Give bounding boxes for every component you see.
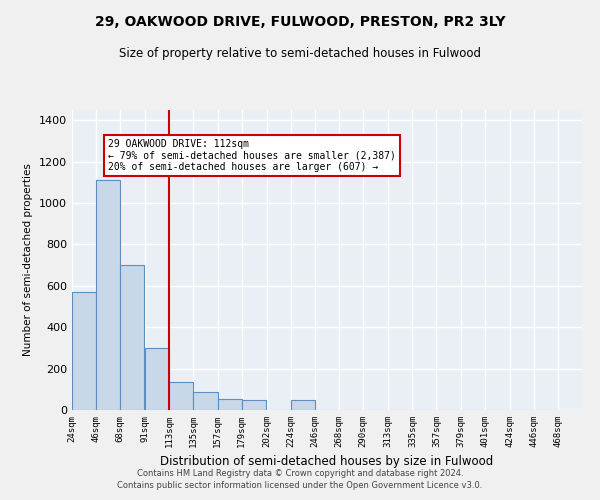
X-axis label: Distribution of semi-detached houses by size in Fulwood: Distribution of semi-detached houses by …	[160, 456, 494, 468]
Bar	[96, 180, 120, 410]
Text: Contains public sector information licensed under the Open Government Licence v3: Contains public sector information licen…	[118, 481, 482, 490]
Bar	[72, 292, 96, 410]
Text: 29, OAKWOOD DRIVE, FULWOOD, PRESTON, PR2 3LY: 29, OAKWOOD DRIVE, FULWOOD, PRESTON, PR2…	[95, 15, 505, 29]
Bar	[169, 382, 193, 410]
Bar	[145, 348, 169, 410]
Bar	[193, 392, 218, 410]
Text: 29 OAKWOOD DRIVE: 112sqm
← 79% of semi-detached houses are smaller (2,387)
20% o: 29 OAKWOOD DRIVE: 112sqm ← 79% of semi-d…	[108, 139, 396, 172]
Y-axis label: Number of semi-detached properties: Number of semi-detached properties	[23, 164, 34, 356]
Text: Contains HM Land Registry data © Crown copyright and database right 2024.: Contains HM Land Registry data © Crown c…	[137, 468, 463, 477]
Text: Size of property relative to semi-detached houses in Fulwood: Size of property relative to semi-detach…	[119, 48, 481, 60]
Bar	[218, 398, 242, 410]
Bar	[242, 400, 266, 410]
Bar	[120, 265, 144, 410]
Bar	[291, 400, 315, 410]
